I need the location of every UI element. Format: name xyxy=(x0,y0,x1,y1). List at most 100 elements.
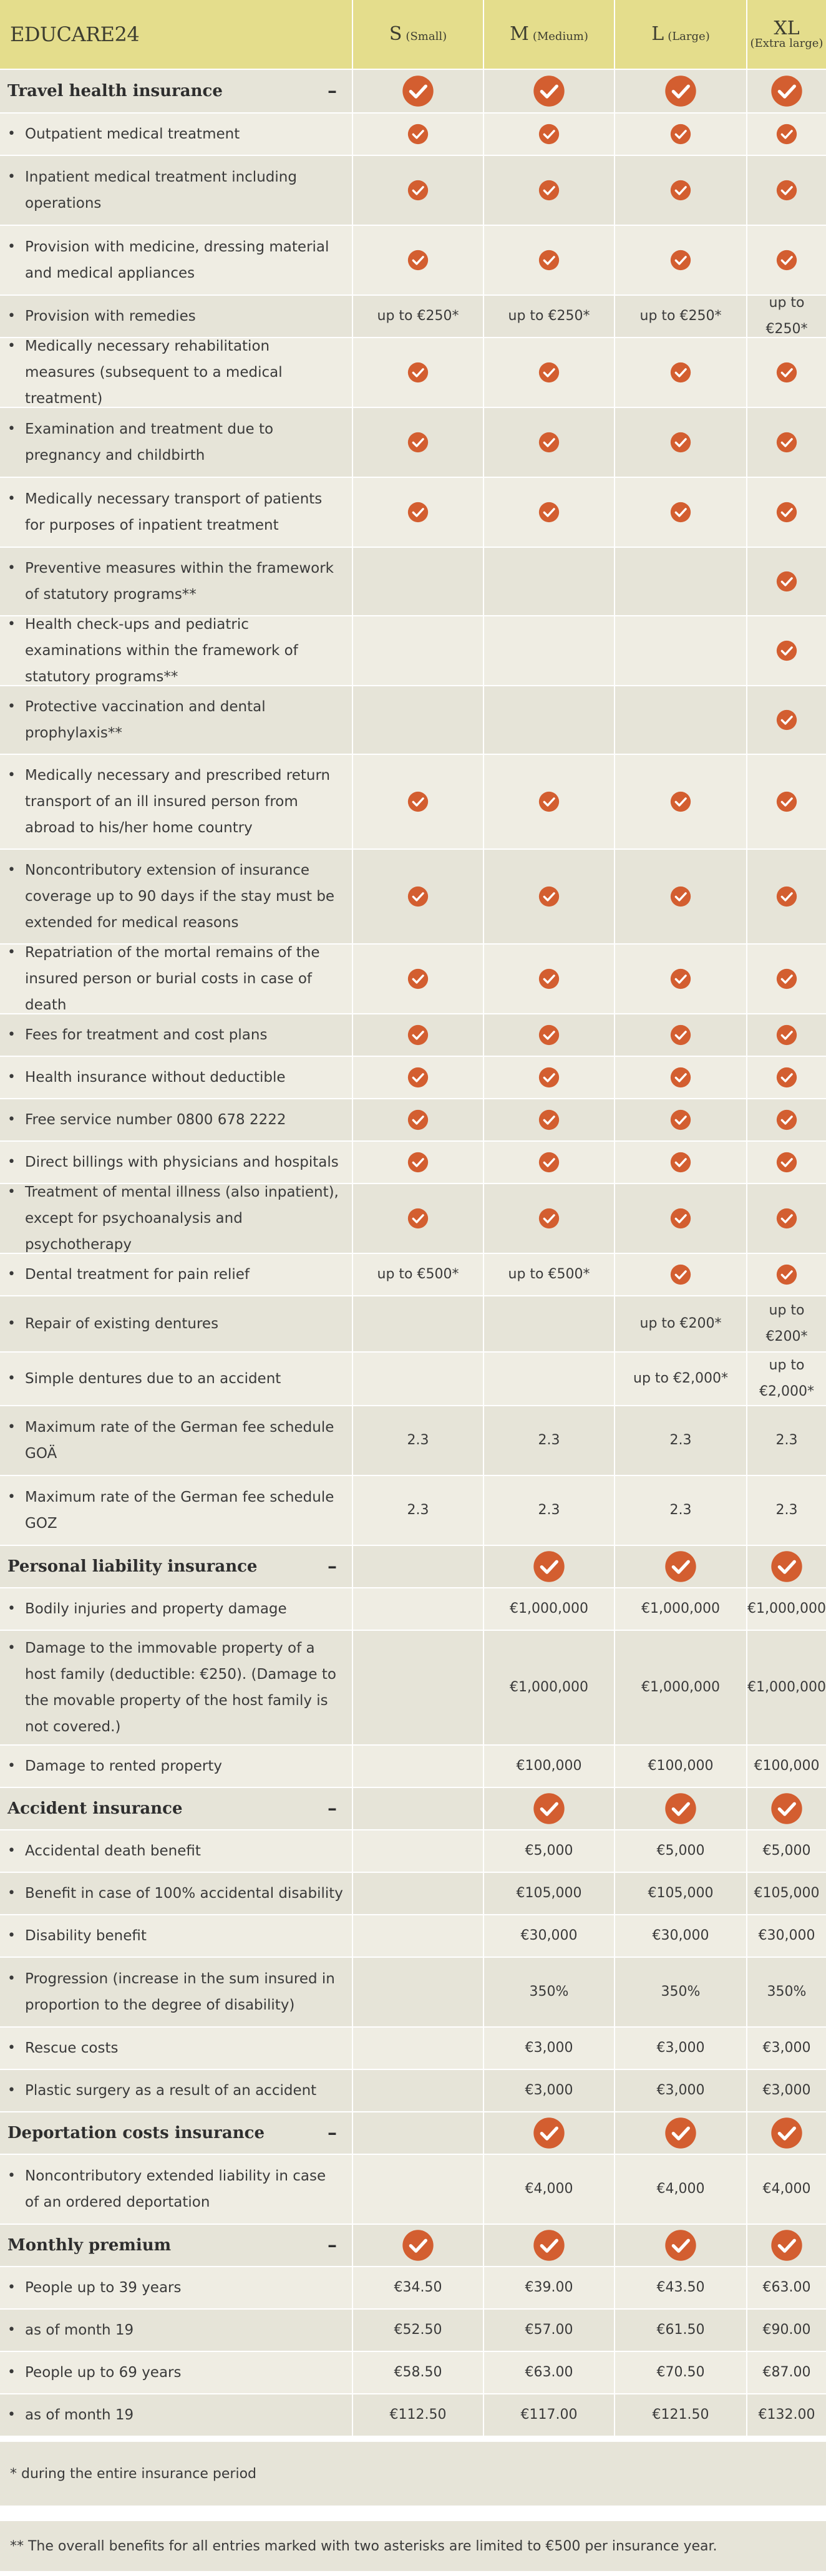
plan-value-cell xyxy=(747,408,826,478)
row-label: • Noncontributory extended liability in c… xyxy=(0,2155,353,2225)
plan-letter: XL xyxy=(774,17,800,39)
plan-value: €105,000 xyxy=(516,1885,582,1901)
plan-value-cell: up to €250* xyxy=(484,296,615,338)
plan-column-header: XL (Extra large) xyxy=(747,0,826,70)
plan-value-cell xyxy=(615,1184,747,1254)
plan-value-cell xyxy=(484,686,615,755)
checkmark-icon xyxy=(533,75,565,107)
plan-value-cell: €105,000 xyxy=(747,1873,826,1915)
benefit-label: Damage to rented property xyxy=(25,1758,222,1774)
benefit-label: Rescue costs xyxy=(25,2040,119,2056)
plan-value-cell: €57.00 xyxy=(484,2310,615,2352)
section-header[interactable]: Deportation costs insurance – xyxy=(0,2112,353,2155)
row-label: • Repair of existing dentures xyxy=(0,1296,353,1353)
bullet-item: • Progression (increase in the sum insure… xyxy=(7,1966,343,2018)
plan-value: 2.3 xyxy=(538,1432,560,1448)
plan-value-cell: €61.50 xyxy=(615,2310,747,2352)
checkmark-icon xyxy=(771,1793,802,1824)
row-label: • Examination and treatment due to pregna… xyxy=(0,408,353,478)
plan-value-cell xyxy=(615,945,747,1014)
plan-value-cell xyxy=(747,70,826,114)
bullet-icon: • xyxy=(7,1027,16,1043)
plan-value-cell xyxy=(747,548,826,616)
section-header[interactable]: Travel health insurance – xyxy=(0,70,353,114)
plan-value: €3,000 xyxy=(656,2083,705,2098)
row-label: • Medically necessary transport of patien… xyxy=(0,478,353,548)
plan-value-cell xyxy=(484,2225,615,2267)
bullet-item: • Maximum rate of the German fee schedule… xyxy=(7,1484,343,1537)
collapse-toggle-icon[interactable]: – xyxy=(328,1555,337,1577)
benefit-label: Accidental death benefit xyxy=(25,1843,201,1859)
section-title: Personal liability insurance xyxy=(7,1557,258,1576)
row-label: • Health insurance without deductible xyxy=(0,1057,353,1099)
section-header[interactable]: Accident insurance – xyxy=(0,1788,353,1830)
benefit-label: Inpatient medical treatment including op… xyxy=(25,169,297,211)
plan-value: 2.3 xyxy=(669,1432,692,1448)
bullet-icon: • xyxy=(7,1069,16,1085)
section-title: Monthly premium xyxy=(7,2236,172,2255)
benefit-label: Direct billings with physicians and hosp… xyxy=(25,1154,339,1170)
row-label: • Treatment of mental illness (also inpat… xyxy=(0,1184,353,1254)
plan-value-cell xyxy=(353,1788,484,1830)
benefit-label: Medically necessary transport of patient… xyxy=(25,491,323,533)
checkmark-icon xyxy=(538,791,560,812)
plan-value-cell: €39.00 xyxy=(484,2267,615,2310)
checkmark-icon xyxy=(407,124,429,145)
benefit-label: Noncontributory extension of insurance c… xyxy=(25,862,335,931)
plan-value-cell: 2.3 xyxy=(484,1476,615,1546)
bullet-item: • Treatment of mental illness (also inpat… xyxy=(7,1179,343,1258)
checkmark-icon xyxy=(538,502,560,523)
section-header[interactable]: Monthly premium – xyxy=(0,2225,353,2267)
plan-value: 350% xyxy=(529,1984,569,2000)
plan-value-cell xyxy=(353,548,484,616)
plan-value: 350% xyxy=(767,1984,807,2000)
plan-value-cell: 350% xyxy=(484,1958,615,2028)
plan-value: up to €250* xyxy=(765,295,808,337)
plan-value: €63.00 xyxy=(525,2365,573,2380)
collapse-toggle-icon[interactable]: – xyxy=(328,2234,337,2256)
bullet-icon: • xyxy=(7,1843,16,1859)
plan-value: €121.50 xyxy=(652,2407,709,2423)
plan-value-cell xyxy=(353,338,484,408)
plan-value-cell: €30,000 xyxy=(615,1915,747,1958)
row-label: • Progression (increase in the sum insure… xyxy=(0,1958,353,2028)
plan-value-cell xyxy=(353,2070,484,2112)
section-header[interactable]: Personal liability insurance – xyxy=(0,1546,353,1588)
benefit-label: Plastic surgery as a result of an accide… xyxy=(25,2083,317,2099)
plan-size: (Extra large) xyxy=(750,37,824,51)
row-label: • Damage to the immovable property of a h… xyxy=(0,1631,353,1746)
plan-value-cell xyxy=(747,755,826,850)
bullet-icon: • xyxy=(7,945,16,960)
checkmark-icon xyxy=(665,1793,696,1824)
plan-value-cell xyxy=(484,478,615,548)
checkmark-icon xyxy=(670,502,691,523)
plan-value-cell xyxy=(747,945,826,1014)
plan-value: €1,000,000 xyxy=(510,1601,588,1616)
plan-value-cell xyxy=(747,1014,826,1057)
plan-value-cell: up to €2,000* xyxy=(747,1353,826,1406)
checkmark-icon xyxy=(670,791,691,812)
plan-value-cell xyxy=(353,1142,484,1184)
plan-value: €70.50 xyxy=(656,2365,705,2380)
benefit-label: People up to 39 years xyxy=(25,2280,182,2296)
plan-value-cell xyxy=(353,1830,484,1873)
bullet-icon: • xyxy=(7,491,16,507)
checkmark-icon xyxy=(776,886,797,907)
plan-value-cell: 350% xyxy=(747,1958,826,2028)
plan-value-cell: €121.50 xyxy=(615,2394,747,2437)
plan-title: M (Medium) xyxy=(510,24,588,44)
collapse-toggle-icon[interactable]: – xyxy=(328,80,337,102)
plan-value-cell xyxy=(615,616,747,686)
collapse-toggle-icon[interactable]: – xyxy=(328,2122,337,2144)
bullet-icon: • xyxy=(7,699,16,714)
plan-letter: M xyxy=(510,23,529,46)
checkmark-icon xyxy=(538,1024,560,1046)
plan-value: €5,000 xyxy=(656,1843,705,1859)
plan-value-cell xyxy=(484,1099,615,1142)
bullet-item: • Accidental death benefit xyxy=(7,1838,201,1864)
plan-value-cell: €70.50 xyxy=(615,2352,747,2394)
checkmark-icon xyxy=(776,1208,797,1229)
checkmark-icon xyxy=(538,124,560,145)
collapse-toggle-icon[interactable]: – xyxy=(328,1797,337,1819)
checkmark-icon xyxy=(538,1152,560,1173)
